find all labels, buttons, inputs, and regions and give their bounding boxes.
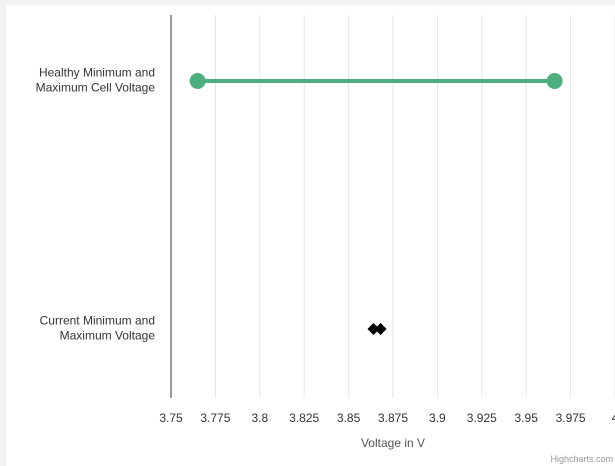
grid-lines	[214, 15, 615, 398]
x-tick-label: 3.9	[429, 411, 446, 425]
data-marks	[189, 73, 563, 335]
x-tick-label: 3.85	[337, 411, 361, 425]
x-tick-label: 3.925	[467, 411, 497, 425]
x-tick-label: 3.825	[289, 411, 319, 425]
x-axis-tick-labels: 3.75 3.775 3.8 3.825 3.85 3.875 3.9 3.925 3.95 3.…	[159, 411, 615, 425]
x-tick-label: 3.875	[378, 411, 408, 425]
x-tick-label: 3.8	[251, 411, 268, 425]
credits-link[interactable]: Highcharts.com	[550, 454, 613, 464]
category-label: Current Minimum and Maximum Voltage	[40, 314, 156, 343]
x-tick-label: 3.95	[515, 411, 539, 425]
x-tick-label: 3.975	[556, 411, 586, 425]
x-tick-label: 3.775	[200, 411, 230, 425]
category-label: Healthy Minimum and Maximum Cell Voltage	[36, 66, 156, 95]
dumbbell-chart: Healthy Minimum and Maximum Cell Voltage C…	[36, 15, 615, 464]
high-marker[interactable]	[546, 73, 563, 89]
x-tick-label: 3.75	[159, 411, 183, 425]
category-labels: Healthy Minimum and Maximum Cell Voltage C…	[36, 66, 156, 343]
chart-container: Healthy Minimum and Maximum Cell Voltage C…	[6, 5, 615, 466]
high-marker[interactable]	[374, 323, 387, 335]
x-axis-title: Voltage in V	[361, 436, 425, 450]
low-marker[interactable]	[367, 323, 380, 335]
x-tick-label: 4	[612, 411, 615, 425]
low-marker[interactable]	[189, 73, 206, 89]
